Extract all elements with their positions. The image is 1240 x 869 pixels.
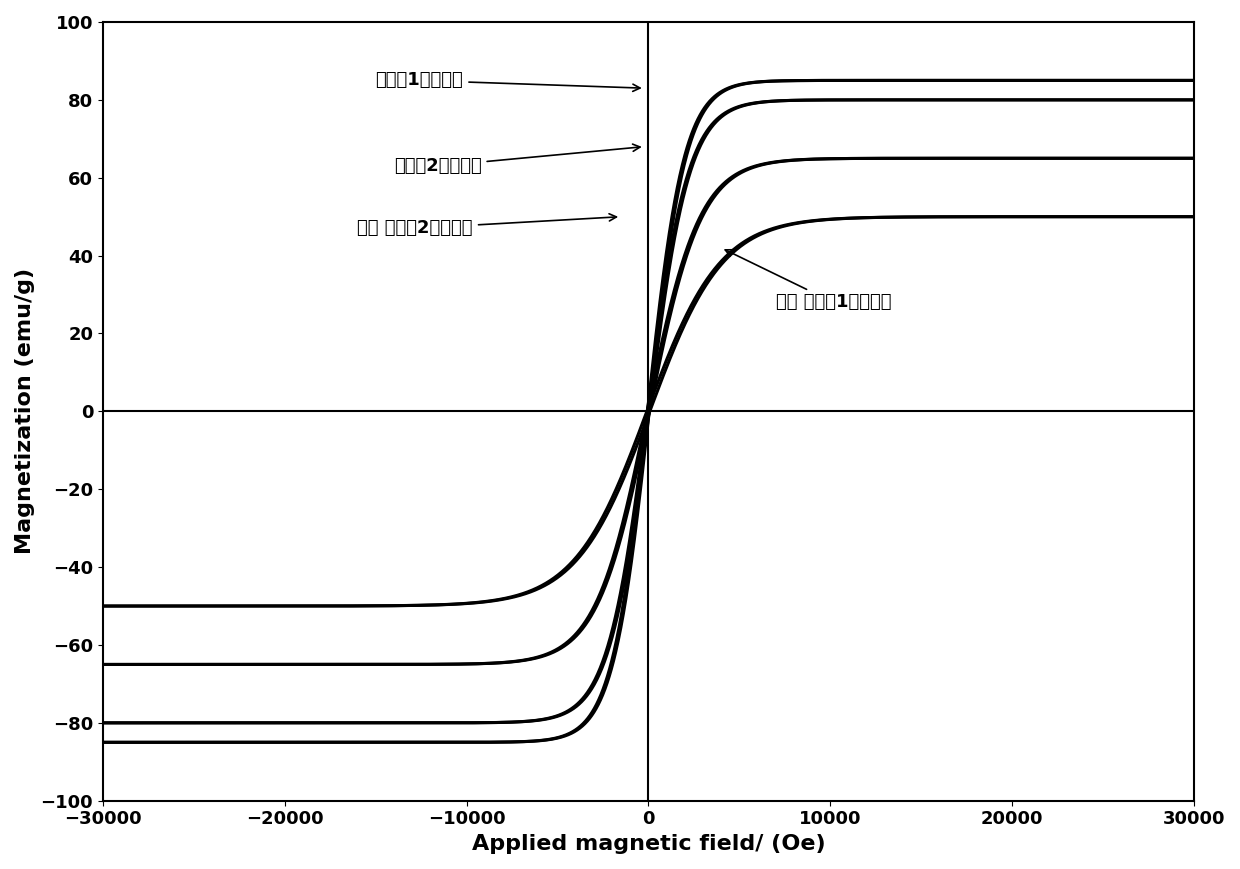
Text: 实施例2所得样品: 实施例2所得样品 — [394, 144, 640, 175]
Text: 实施例1所得样品: 实施例1所得样品 — [376, 71, 640, 91]
Y-axis label: Magnetization (emu/g): Magnetization (emu/g) — [15, 269, 35, 554]
Text: 对比 实施例1所得样品: 对比 实施例1所得样品 — [725, 249, 892, 311]
Text: 对比 实施例2所得样品: 对比 实施例2所得样品 — [357, 214, 616, 237]
X-axis label: Applied magnetic field/ (Oe): Applied magnetic field/ (Oe) — [471, 834, 825, 854]
